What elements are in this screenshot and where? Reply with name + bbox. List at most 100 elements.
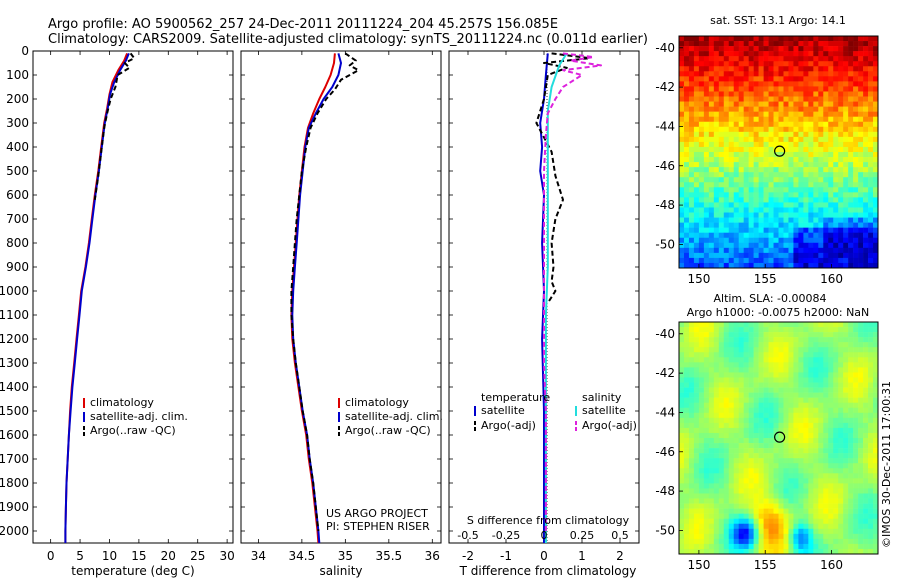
- heatmap-cell: [748, 101, 754, 107]
- heatmap-cell: [838, 478, 844, 484]
- heatmap-cell: [773, 518, 779, 525]
- heatmap-cell: [743, 432, 749, 439]
- heatmap-cell: [803, 162, 809, 168]
- heatmap-cell: [788, 498, 794, 504]
- heatmap-cell: [693, 61, 700, 67]
- heatmap-cell: [683, 131, 690, 138]
- heatmap-cell: [763, 167, 769, 173]
- heatmap-cell: [708, 141, 715, 148]
- heatmap-cell: [798, 81, 804, 87]
- heatmap-cell: [753, 167, 759, 173]
- heatmap-cell: [863, 377, 869, 383]
- heatmap-cell: [783, 192, 789, 198]
- heatmap-cell: [703, 332, 710, 338]
- heatmap-cell: [718, 528, 725, 535]
- heatmap-cell: [693, 427, 700, 434]
- heatmap-cell: [698, 76, 705, 82]
- heatmap-cell: [798, 232, 804, 239]
- heatmap-cell: [823, 136, 829, 143]
- heatmap-cell: [748, 136, 754, 143]
- heatmap-cell: [693, 498, 700, 504]
- heatmap-cell: [688, 548, 695, 555]
- heatmap-cell: [843, 242, 849, 249]
- heatmap-cell: [763, 443, 769, 449]
- heatmap-cell: [838, 172, 844, 178]
- heatmap-cell: [713, 498, 720, 504]
- heatmap-cell: [708, 76, 715, 82]
- heatmap-cell: [848, 473, 854, 479]
- heatmap-cell: [778, 387, 784, 393]
- heatmap-cell: [768, 478, 774, 484]
- heatmap-cell: [848, 126, 854, 133]
- heatmap-cell: [778, 322, 784, 328]
- heatmap-cell: [748, 488, 754, 494]
- heatmap-cell: [698, 136, 705, 143]
- heatmap-cell: [773, 548, 779, 555]
- heatmap-cell: [708, 192, 715, 198]
- heatmap-cell: [818, 483, 824, 489]
- heatmap-cell: [838, 327, 844, 333]
- heatmap-cell: [748, 402, 754, 409]
- heatmap-cell: [683, 76, 690, 82]
- heatmap-cell: [698, 548, 705, 555]
- heatmap-cell: [783, 222, 789, 228]
- heatmap-cell: [848, 528, 854, 535]
- heatmap-cell: [863, 327, 869, 333]
- heatmap-cell: [688, 337, 695, 343]
- heatmap-cell: [783, 146, 789, 153]
- heatmap-cell: [693, 152, 700, 158]
- heatmap-cell: [758, 242, 764, 249]
- heatmap-cell: [838, 548, 844, 555]
- heatmap-cell: [828, 257, 834, 264]
- heatmap-cell: [743, 121, 749, 128]
- heatmap-cell: [688, 121, 695, 128]
- heatmap-cell: [718, 417, 725, 424]
- heatmap-cell: [688, 543, 695, 550]
- heatmap-cell: [843, 121, 849, 128]
- heatmap-cell: [693, 172, 700, 178]
- heatmap-cell: [868, 362, 874, 368]
- heatmap-cell: [679, 71, 685, 77]
- heatmap-cell: [798, 453, 804, 459]
- heatmap-cell: [778, 422, 784, 429]
- heatmap-cell: [693, 217, 700, 223]
- heatmap-cell: [828, 362, 834, 368]
- heatmap-cell: [838, 81, 844, 87]
- heatmap-cell: [683, 362, 690, 368]
- heatmap-cell: [828, 192, 834, 198]
- heatmap-cell: [838, 217, 844, 223]
- heatmap-cell: [753, 443, 759, 449]
- heatmap-cell: [728, 217, 735, 223]
- heatmap-cell: [708, 162, 715, 168]
- heatmap-cell: [873, 417, 879, 424]
- heatmap-cell: [708, 327, 715, 333]
- map-y-tick-label: -44: [655, 119, 675, 133]
- heatmap-cell: [808, 377, 814, 383]
- heatmap-cell: [798, 352, 804, 358]
- heatmap-cell: [828, 548, 834, 555]
- heatmap-cell: [788, 157, 794, 163]
- heatmap-cell: [688, 407, 695, 414]
- heatmap-cell: [803, 347, 809, 353]
- heatmap-cell: [763, 548, 769, 555]
- heatmap-cell: [733, 533, 739, 540]
- heatmap-cell: [748, 377, 754, 383]
- heatmap-cell: [808, 417, 814, 424]
- heatmap-cell: [703, 352, 710, 358]
- heatmap-cell: [798, 548, 804, 555]
- heatmap-cell: [783, 347, 789, 353]
- heatmap-cell: [778, 167, 784, 173]
- heatmap-cell: [753, 493, 759, 499]
- heatmap-cell: [793, 177, 799, 183]
- heatmap-cell: [848, 392, 854, 398]
- heatmap-cell: [723, 382, 730, 388]
- heatmap-cell: [833, 86, 839, 92]
- heatmap-cell: [753, 91, 759, 97]
- heatmap-cell: [679, 453, 685, 459]
- heatmap-cell: [738, 498, 744, 504]
- heatmap-cell: [833, 322, 839, 328]
- heatmap-cell: [783, 41, 789, 47]
- heatmap-cell: [868, 237, 874, 244]
- heatmap-cell: [818, 41, 824, 47]
- heatmap-cell: [738, 157, 744, 163]
